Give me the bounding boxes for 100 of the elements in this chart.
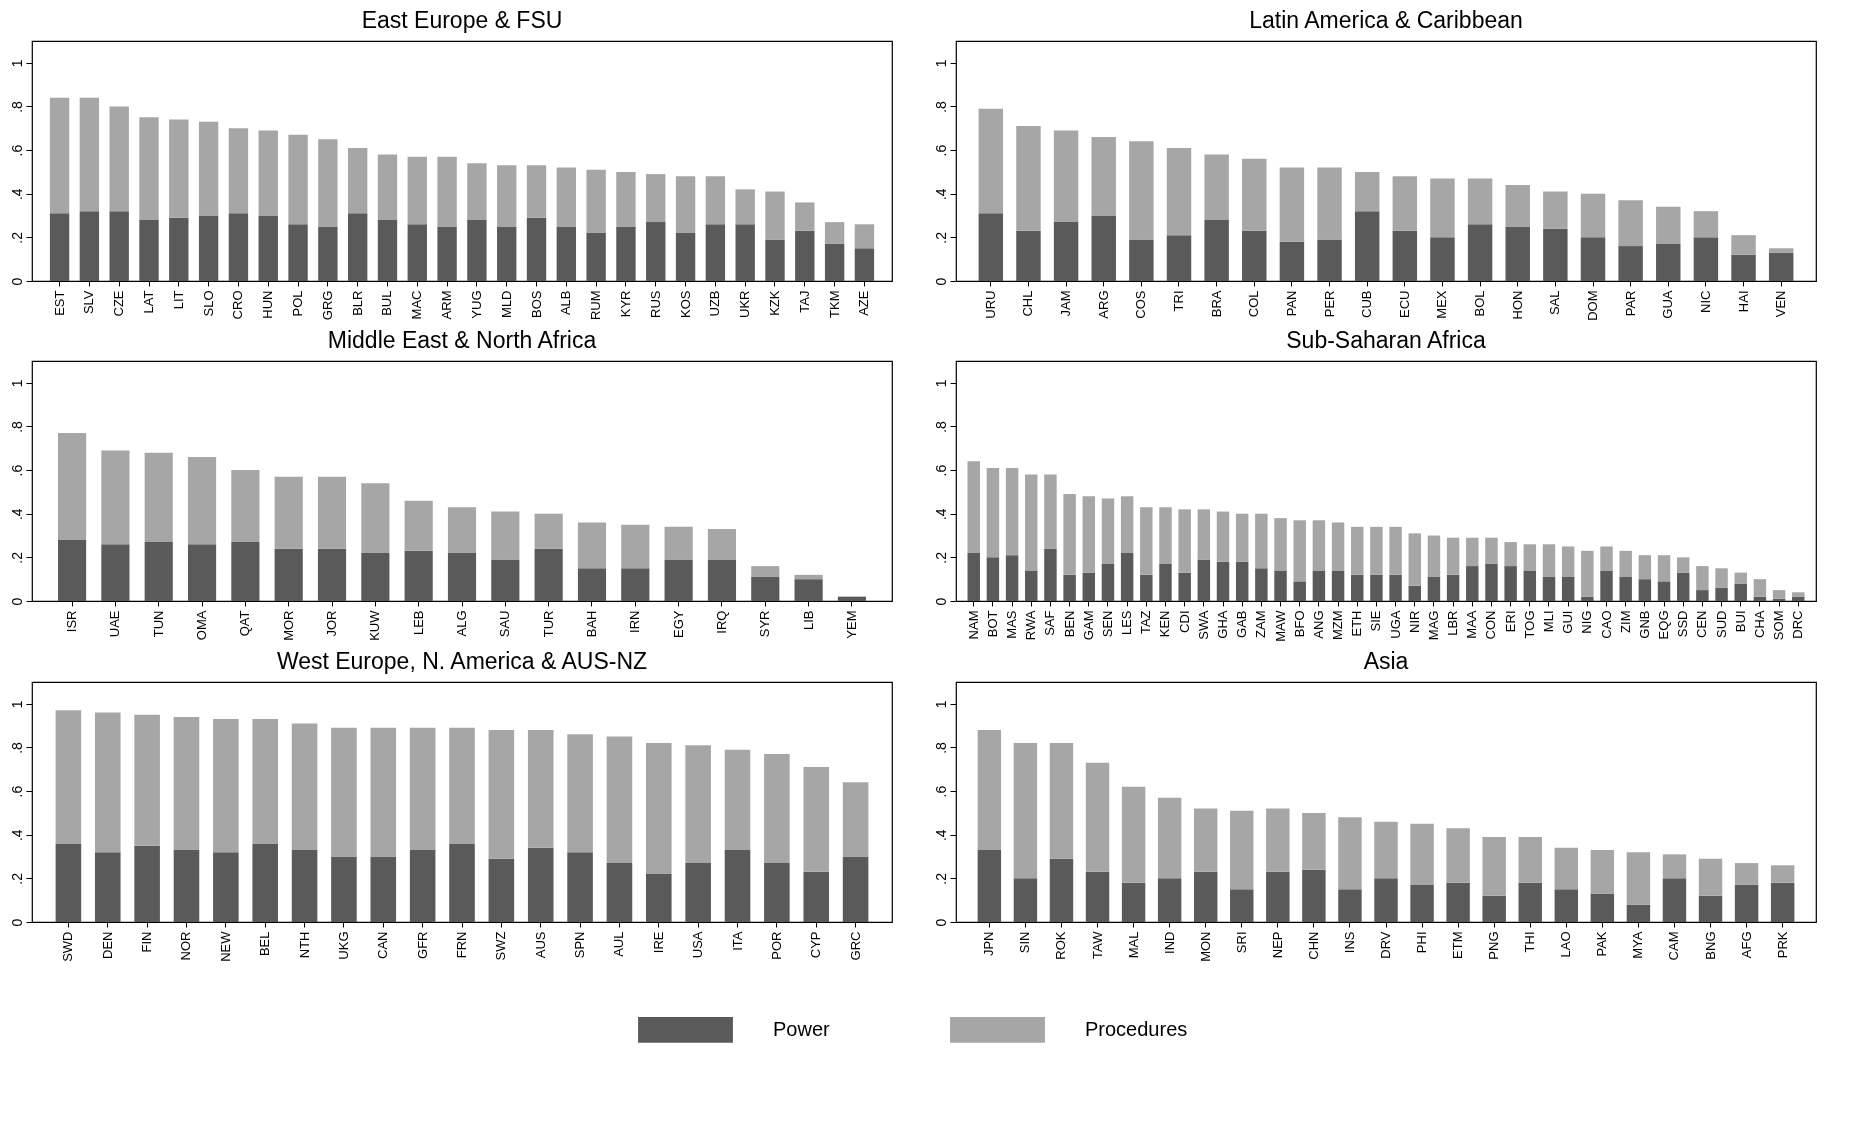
bar bbox=[842, 856, 869, 922]
bar bbox=[1619, 577, 1632, 601]
bar bbox=[449, 727, 475, 844]
bar bbox=[1230, 889, 1254, 922]
bar bbox=[1317, 239, 1342, 281]
x-tick-label: HAI bbox=[1735, 290, 1751, 313]
x-tick-label: CAN bbox=[375, 931, 391, 959]
bar bbox=[467, 219, 487, 281]
x-tick-label: RUM bbox=[588, 290, 604, 321]
bar bbox=[1121, 786, 1146, 883]
bar bbox=[1091, 215, 1116, 281]
bar bbox=[488, 730, 515, 859]
bar bbox=[1216, 561, 1230, 601]
bar bbox=[1317, 167, 1342, 240]
x-tick-label: IRQ bbox=[713, 610, 729, 634]
bar bbox=[55, 843, 82, 922]
bar bbox=[1255, 513, 1268, 569]
bar bbox=[1656, 243, 1681, 281]
bar bbox=[577, 522, 607, 569]
x-tick-label: VEN bbox=[1773, 290, 1789, 318]
x-tick-label: AZE bbox=[856, 290, 872, 316]
bar bbox=[1618, 200, 1643, 247]
x-tick-label: TAZ bbox=[1138, 610, 1154, 635]
bar bbox=[1638, 555, 1652, 580]
x-tick-label: ZIM bbox=[1617, 610, 1633, 633]
bar bbox=[274, 548, 303, 601]
x-tick-label: MAA bbox=[1464, 610, 1480, 639]
x-tick-label: ROK bbox=[1053, 931, 1069, 960]
bar bbox=[1657, 581, 1671, 601]
bar bbox=[274, 476, 303, 549]
bar bbox=[1374, 821, 1398, 879]
x-tick-label: SWD bbox=[60, 931, 76, 962]
y-tick-label: 1 bbox=[932, 59, 949, 68]
bar bbox=[1178, 572, 1191, 601]
y-tick-label: .6 bbox=[932, 785, 949, 798]
bar bbox=[751, 566, 780, 577]
x-tick-label: BOL bbox=[1472, 290, 1488, 317]
bar bbox=[1656, 206, 1681, 244]
bar bbox=[1408, 585, 1421, 601]
x-tick-label: RWA bbox=[1023, 610, 1039, 641]
bar bbox=[1242, 230, 1267, 281]
bar bbox=[57, 539, 87, 601]
x-tick-label: SPN bbox=[572, 931, 588, 959]
bar bbox=[1159, 563, 1172, 601]
bar bbox=[1485, 537, 1498, 564]
bar bbox=[824, 243, 845, 281]
y-tick-label: .2 bbox=[8, 231, 25, 244]
bar bbox=[724, 749, 751, 850]
bar bbox=[794, 579, 823, 601]
bar bbox=[1049, 858, 1074, 922]
bar bbox=[1312, 570, 1326, 601]
bar bbox=[1581, 550, 1594, 597]
bar bbox=[1338, 817, 1362, 890]
bar bbox=[1626, 904, 1651, 922]
x-tick-label: FIN bbox=[139, 931, 155, 953]
x-tick-label: UKG bbox=[335, 931, 351, 960]
bar bbox=[1523, 544, 1537, 571]
bar bbox=[1561, 546, 1575, 577]
bar bbox=[1427, 535, 1441, 577]
bar bbox=[967, 461, 980, 553]
x-tick-label: MON bbox=[1197, 931, 1213, 962]
x-tick-label: TRI bbox=[1171, 290, 1186, 312]
x-tick-label: MAS bbox=[1004, 610, 1020, 639]
x-tick-label: SLV bbox=[81, 290, 97, 315]
bar bbox=[134, 714, 160, 846]
x-tick-label: TKM bbox=[826, 290, 842, 318]
x-tick-label: GAB bbox=[1234, 610, 1250, 638]
x-tick-label: BOT bbox=[984, 610, 1000, 638]
bar bbox=[795, 202, 815, 231]
bar bbox=[1302, 812, 1326, 870]
bar bbox=[79, 211, 100, 281]
x-tick-label: USA bbox=[690, 931, 706, 959]
bar bbox=[1676, 557, 1690, 573]
x-tick-label: YEM bbox=[843, 610, 859, 639]
x-tick-label: CAO bbox=[1598, 610, 1614, 639]
y-tick-label: .4 bbox=[932, 829, 949, 842]
bar bbox=[291, 850, 318, 922]
x-tick-label: NOR bbox=[178, 931, 194, 961]
bar bbox=[447, 553, 477, 601]
bar bbox=[1255, 568, 1268, 601]
x-tick-label: AFG bbox=[1738, 931, 1754, 959]
x-tick-label: CEN bbox=[1694, 610, 1710, 638]
bar bbox=[1446, 882, 1470, 922]
x-tick-label: BEN bbox=[1061, 610, 1077, 638]
bar bbox=[1753, 579, 1767, 597]
x-tick-label: NAM bbox=[965, 610, 981, 640]
bar bbox=[967, 553, 980, 601]
bar bbox=[1053, 222, 1079, 281]
bar bbox=[1715, 587, 1728, 601]
bar bbox=[1693, 237, 1719, 281]
x-tick-label: MAG bbox=[1425, 610, 1441, 641]
x-tick-label: PAN bbox=[1283, 290, 1299, 317]
bar bbox=[447, 507, 477, 553]
bar bbox=[449, 843, 475, 922]
bar bbox=[1005, 467, 1019, 556]
x-tick-label: LEB bbox=[410, 610, 426, 636]
bar bbox=[1044, 474, 1057, 549]
bar bbox=[1518, 836, 1542, 883]
x-tick-label: NIG bbox=[1579, 610, 1595, 634]
bar bbox=[291, 723, 318, 850]
